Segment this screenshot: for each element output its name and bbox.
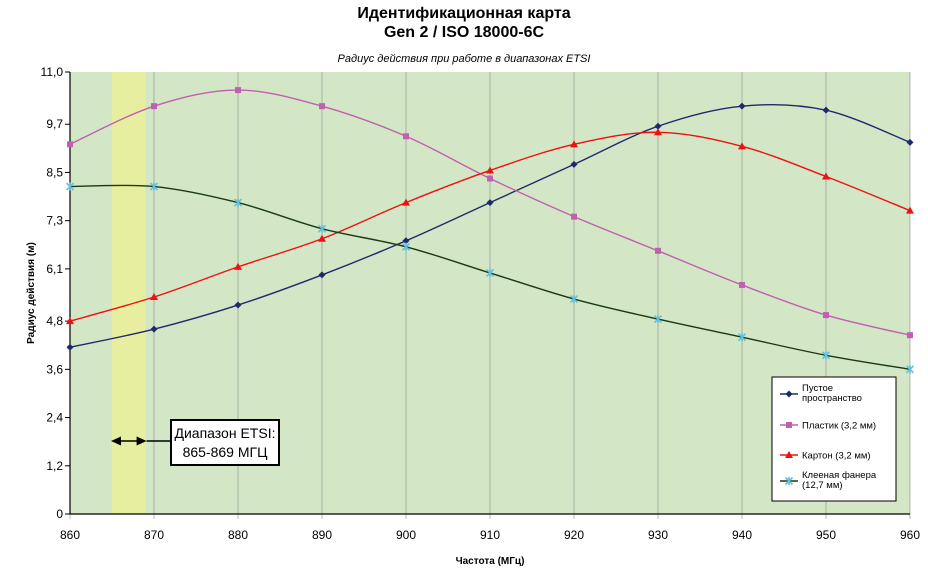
chart-title-2: Gen 2 / ISO 18000-6C [383, 24, 545, 41]
x-axis-label: Частота (МГц) [456, 556, 525, 567]
data-point-series-4 [905, 365, 915, 374]
etsi-band [112, 72, 146, 514]
chart-title: Идентификационная карта [357, 5, 571, 22]
y-tick-label: 6,1 [46, 262, 63, 276]
data-point-series-2 [319, 103, 325, 110]
y-tick-label: 1,2 [46, 459, 63, 473]
data-point-series-1 [738, 102, 746, 110]
band-arrow-head-right [136, 436, 147, 446]
data-point-series-3 [402, 198, 410, 206]
data-point-series-3 [906, 206, 914, 214]
data-point-series-2 [823, 312, 829, 319]
data-point-series-2 [571, 213, 577, 220]
annotation-line-2: 865-869 МГЦ [182, 444, 268, 460]
data-point-series-1 [402, 237, 410, 245]
y-tick-label: 7,3 [46, 214, 63, 228]
legend-label-2: Пластик (3,2 мм) [802, 421, 876, 432]
data-point-series-3 [66, 317, 74, 325]
legend-label-1: Пустое пространство [802, 383, 862, 404]
x-tick-label: 860 [60, 528, 80, 542]
data-point-series-1 [150, 325, 158, 333]
data-point-series-4 [737, 333, 747, 342]
y-tick-label: 11,0 [41, 65, 64, 79]
x-tick-label: 880 [228, 528, 248, 542]
x-tick-label: 900 [396, 528, 416, 542]
data-point-series-2 [67, 141, 73, 148]
data-point-series-4 [317, 224, 327, 233]
data-point-series-3 [150, 293, 158, 301]
data-point-series-1 [906, 138, 914, 146]
y-tick-label: 8,5 [46, 165, 63, 179]
legend-label-3: Картон (3,2 мм) [802, 451, 871, 462]
data-point-series-2 [907, 332, 913, 339]
data-point-series-3 [738, 142, 746, 150]
x-tick-label: 870 [144, 528, 164, 542]
data-point-series-4 [149, 182, 159, 191]
band-arrow-head-left [111, 436, 121, 446]
x-tick-label: 930 [648, 528, 668, 542]
data-point-series-3 [822, 172, 830, 180]
data-point-series-4 [569, 294, 579, 304]
legend-marker-4 [784, 476, 794, 486]
y-tick-label: 3,6 [46, 362, 63, 376]
y-axis-label: Радиус действия (м) [26, 242, 37, 344]
data-point-series-2 [403, 133, 409, 140]
data-point-series-1 [570, 160, 578, 168]
data-point-series-1 [318, 271, 326, 279]
x-tick-label: 940 [732, 528, 752, 542]
x-tick-label: 950 [816, 528, 836, 542]
data-point-series-4 [65, 182, 75, 191]
etsi-band-annotation: Диапазон ETSI: 865-869 МГЦ [170, 419, 280, 466]
chart-subtitle: Радиус действия при работе в диапазонах … [337, 53, 591, 65]
y-tick-label: 2,4 [46, 411, 63, 425]
data-point-series-4 [485, 268, 495, 277]
data-point-series-2 [739, 281, 745, 288]
data-point-series-1 [234, 301, 242, 309]
data-point-series-3 [570, 140, 578, 148]
x-tick-label: 960 [900, 528, 920, 542]
x-tick-label: 920 [564, 528, 584, 542]
legend-label-4: Клееная фанера (12,7 мм) [802, 470, 877, 491]
data-point-series-1 [654, 122, 662, 130]
data-point-series-2 [487, 175, 493, 182]
data-point-series-2 [151, 103, 157, 110]
y-tick-label: 4,8 [46, 314, 63, 328]
y-tick-label: 0 [56, 507, 63, 521]
legend-marker-3 [785, 451, 793, 458]
data-point-series-4 [821, 351, 831, 360]
data-point-series-4 [401, 242, 411, 251]
x-tick-label: 910 [480, 528, 500, 542]
data-point-series-1 [822, 106, 830, 114]
data-point-series-3 [654, 128, 662, 136]
legend-marker-1 [785, 390, 793, 398]
data-point-series-1 [486, 199, 494, 207]
x-tick-label: 890 [312, 528, 332, 542]
annotation-line-1: Диапазон ETSI: [174, 425, 276, 441]
y-tick-label: 9,7 [46, 117, 63, 131]
data-point-series-3 [234, 262, 242, 270]
data-point-series-4 [653, 315, 663, 324]
data-point-series-4 [233, 198, 243, 207]
data-point-series-2 [655, 247, 661, 254]
data-point-series-3 [318, 234, 326, 242]
data-point-series-1 [66, 343, 74, 351]
data-point-series-3 [486, 166, 494, 174]
data-point-series-2 [235, 87, 241, 94]
legend-marker-2 [786, 422, 792, 428]
